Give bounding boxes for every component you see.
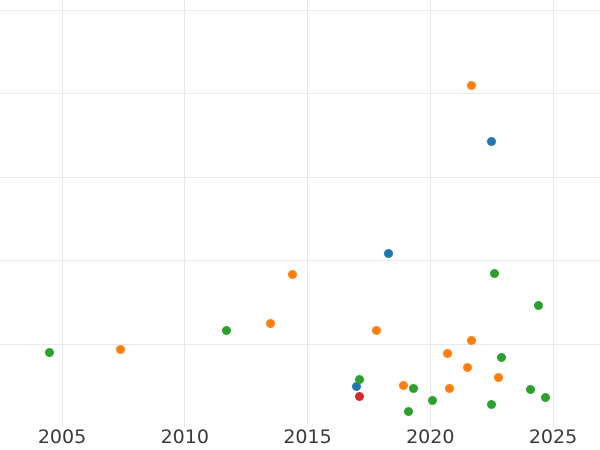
- data-point-orange: [266, 318, 276, 328]
- data-point-orange: [371, 326, 381, 336]
- data-point-orange: [467, 80, 477, 90]
- data-point-green: [428, 396, 438, 406]
- data-point-green: [354, 375, 364, 385]
- data-point-orange: [442, 348, 452, 358]
- horizontal-gridline: [0, 343, 600, 345]
- data-point-blue: [487, 136, 497, 146]
- data-point-green: [221, 326, 231, 336]
- horizontal-gridline: [0, 260, 600, 261]
- vertical-gridline: [429, 0, 431, 427]
- vertical-gridline: [184, 0, 186, 427]
- data-point-green: [489, 268, 499, 278]
- horizontal-gridline: [0, 176, 600, 178]
- data-point-orange: [288, 270, 298, 280]
- data-point-green: [533, 301, 543, 311]
- horizontal-gridline: [0, 93, 600, 94]
- horizontal-gridline: [0, 9, 600, 11]
- x-tick-label: 2015: [283, 426, 332, 448]
- data-point-green: [487, 399, 497, 409]
- x-tick-label: 2025: [528, 426, 578, 448]
- x-tick-label: 2020: [406, 426, 455, 448]
- vertical-gridline: [61, 0, 63, 427]
- data-point-orange: [445, 383, 455, 393]
- data-point-green: [541, 392, 551, 402]
- data-point-green: [403, 407, 413, 417]
- vertical-gridline: [307, 0, 308, 427]
- data-point-green: [496, 352, 506, 362]
- data-point-green: [408, 383, 418, 393]
- data-point-orange: [116, 345, 126, 355]
- x-tick-label: 2005: [37, 426, 87, 448]
- data-point-blue: [352, 382, 362, 392]
- data-point-blue: [384, 249, 393, 259]
- vertical-gridline: [552, 0, 554, 427]
- data-point-orange: [398, 381, 408, 391]
- data-point-orange: [467, 336, 477, 346]
- data-point-red: [354, 392, 364, 402]
- x-tick-label: 2010: [160, 426, 209, 448]
- data-point-orange: [494, 372, 504, 382]
- data-point-green: [45, 347, 55, 357]
- data-point-orange: [462, 362, 472, 372]
- data-point-green: [526, 384, 536, 394]
